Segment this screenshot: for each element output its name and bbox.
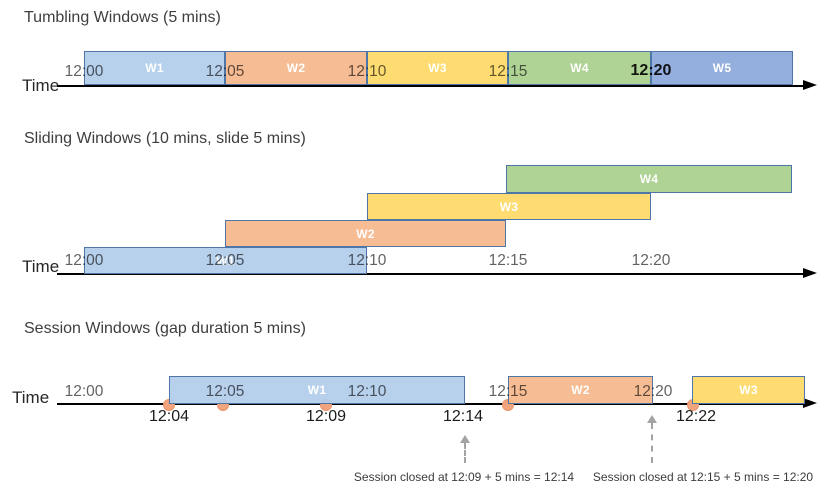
sliding-window-w1: W1: [84, 247, 367, 274]
session-time-label: Time: [12, 388, 50, 407]
sliding-tick-1210: 12:10: [347, 252, 387, 269]
session-window-w2: W2: [508, 376, 653, 404]
tumbling-window-w2: W2: [225, 51, 367, 85]
sliding-tick-1205: 12:05: [205, 252, 245, 269]
session-close-annotation-1: Session closed at 12:09 + 5 mins = 12:14: [353, 470, 575, 484]
window-label: W1: [307, 383, 327, 397]
window-label: W3: [428, 61, 447, 75]
sliding-title: Sliding Windows (10 mins, slide 5 mins): [24, 130, 306, 147]
tumbling-window-w1: W1: [84, 51, 225, 85]
dashed-up-arrow-icon: [647, 415, 657, 423]
tumbling-window-w4: W4: [508, 51, 651, 85]
window-label: W4: [570, 61, 589, 75]
tumbling-title: Tumbling Windows (5 mins): [24, 9, 221, 26]
tumbling-window-w5: W5: [651, 51, 793, 85]
window-label: W3: [739, 383, 758, 397]
sliding-timeline: [57, 273, 805, 276]
window-label: W5: [712, 61, 732, 75]
session-close-annotation-2: Session closed at 12:15 + 5 mins = 12:20: [592, 470, 814, 484]
tumbling-time-label: Time: [22, 76, 60, 95]
session-window-w1: W1: [169, 376, 465, 404]
session-tick-1220: 12:20: [633, 383, 673, 400]
session-window-w3: W3: [692, 376, 805, 404]
session-close-time-1214: 12:14: [442, 408, 484, 425]
tumbling-timeline: [57, 85, 805, 88]
window-label: W2: [286, 61, 306, 75]
window-label: W4: [639, 172, 659, 186]
event-time-1209: 12:09: [305, 408, 347, 425]
session-tick-1215: 12:15: [488, 383, 528, 400]
tumbling-tick-1205: 12:05: [205, 63, 245, 80]
session-tick-1200: 12:00: [64, 383, 104, 400]
dashed-arrow-stem: [464, 443, 466, 463]
tumbling-tick-1200: 12:00: [64, 63, 104, 80]
event-time-1222: 12:22: [675, 408, 717, 425]
session-title: Session Windows (gap duration 5 mins): [24, 320, 306, 337]
dashed-arrow-stem: [651, 423, 653, 463]
window-label: W2: [571, 383, 590, 397]
sliding-timeline-arrow-icon: [803, 268, 817, 278]
sliding-tick-1215: 12:15: [488, 252, 528, 269]
window-label: W1: [145, 61, 164, 75]
tumbling-window-w3: W3: [367, 51, 508, 85]
sliding-time-label: Time: [22, 257, 60, 276]
window-label: W3: [499, 199, 519, 214]
sliding-window-w3: W3: [367, 193, 651, 220]
session-tick-1210: 12:10: [347, 383, 387, 400]
tumbling-tick-1220: 12:20: [630, 62, 672, 79]
session-timeline: [57, 403, 805, 406]
window-label: W2: [356, 226, 375, 241]
sliding-window-w2: W2: [225, 220, 506, 247]
tumbling-tick-1210: 12:10: [347, 63, 387, 80]
sliding-tick-1200: 12:00: [64, 252, 104, 269]
sliding-window-w4: W4: [506, 165, 792, 193]
dashed-up-arrow-icon: [460, 435, 470, 443]
event-time-1204: 12:04: [148, 408, 190, 425]
session-timeline-arrow-icon: [803, 398, 817, 408]
tumbling-timeline-arrow-icon: [803, 80, 817, 90]
tumbling-tick-1215: 12:15: [488, 63, 528, 80]
sliding-tick-1220: 12:20: [631, 252, 671, 269]
session-tick-1205: 12:05: [205, 383, 245, 400]
window-label: W1: [216, 253, 235, 268]
